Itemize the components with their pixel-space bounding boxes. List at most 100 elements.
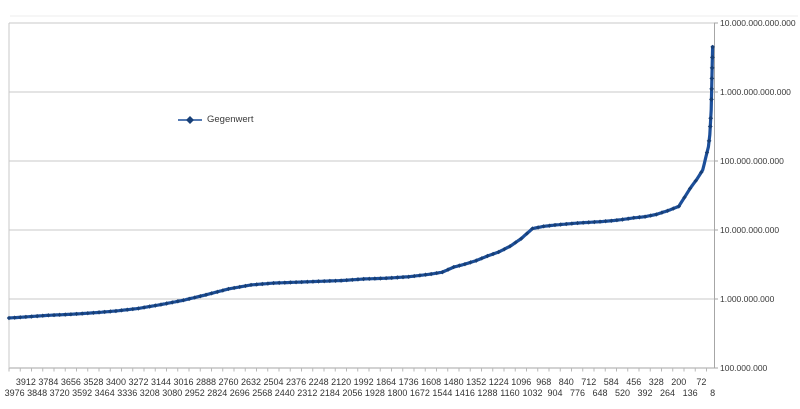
x-axis-label: 1800 <box>387 388 408 398</box>
y-axis-label: 10.000.000.000.000 <box>720 18 796 28</box>
series-marker <box>383 276 389 281</box>
series-marker <box>708 115 714 121</box>
x-axis-label: 3720 <box>49 388 70 398</box>
series-marker <box>125 307 130 312</box>
series-marker <box>96 310 102 315</box>
series-marker <box>299 279 304 285</box>
series-marker <box>513 240 518 245</box>
series-marker <box>707 124 713 129</box>
x-axis-label: 3464 <box>94 388 115 398</box>
series-marker <box>310 279 316 284</box>
series-line-gegenwert <box>7 45 715 320</box>
series-marker <box>203 292 209 298</box>
x-axis-label: 456 <box>626 377 642 387</box>
series-marker <box>79 311 85 316</box>
x-axis-label: 2312 <box>297 388 318 398</box>
x-axis-label: 3848 <box>27 388 48 398</box>
x-axis-label: 2056 <box>342 388 363 398</box>
x-axis-label: 3784 <box>38 377 59 387</box>
series-marker <box>372 276 378 281</box>
series-marker <box>440 269 445 275</box>
series-marker <box>175 299 181 304</box>
x-axis-label: 712 <box>581 377 597 387</box>
x-axis-label: 3080 <box>162 388 183 398</box>
series-marker <box>417 273 423 278</box>
series-marker <box>361 276 366 282</box>
x-axis-label: 3336 <box>117 388 138 398</box>
series-marker <box>558 222 563 227</box>
series-marker <box>654 212 659 217</box>
x-axis-label: 3592 <box>72 388 93 398</box>
series-marker <box>451 264 456 270</box>
series-marker <box>519 236 524 241</box>
x-axis-label: 1480 <box>443 377 464 387</box>
x-axis-label: 520 <box>615 388 631 398</box>
series-marker <box>338 278 344 283</box>
series-marker <box>192 295 197 300</box>
series-marker <box>434 270 439 276</box>
x-axis-label: 3656 <box>60 377 81 387</box>
x-axis-label: 1928 <box>364 388 385 398</box>
series-marker <box>552 222 558 228</box>
series-marker <box>659 210 665 215</box>
series-marker <box>462 261 468 267</box>
legend-label: Gegenwert <box>207 114 254 125</box>
series-marker <box>547 223 552 228</box>
series-marker <box>265 281 271 286</box>
series-marker <box>603 219 608 224</box>
x-axis-label: 8 <box>710 388 716 398</box>
x-axis-label: 3144 <box>150 377 171 387</box>
series-marker <box>6 315 12 321</box>
series-marker <box>147 304 152 309</box>
series-marker <box>367 276 372 281</box>
x-axis-label: 840 <box>558 377 574 387</box>
x-axis-label: 1736 <box>398 377 419 387</box>
series-marker <box>428 271 434 277</box>
series-marker <box>40 313 45 318</box>
series-marker <box>586 220 591 225</box>
series-marker <box>102 309 107 315</box>
series-marker <box>220 288 226 293</box>
series-marker <box>12 315 17 320</box>
series-marker <box>29 314 34 319</box>
x-axis-label: 1544 <box>432 388 453 398</box>
series-marker <box>389 275 394 281</box>
series-marker <box>158 302 164 307</box>
series-marker <box>625 216 631 221</box>
x-axis-label: 2504 <box>263 377 284 387</box>
series-marker <box>51 312 57 318</box>
x-axis-label: 3528 <box>83 377 104 387</box>
series-marker <box>400 274 406 280</box>
series-marker <box>682 195 687 200</box>
series-marker <box>699 170 704 175</box>
series-marker <box>709 65 715 71</box>
x-axis-label: 200 <box>671 377 687 387</box>
y-axis-label: 100.000.000.000 <box>720 156 784 166</box>
series-marker <box>609 218 614 223</box>
series-marker <box>108 309 113 314</box>
series-marker <box>91 310 96 316</box>
series-marker <box>248 282 254 288</box>
series-marker <box>153 303 158 308</box>
series-marker <box>575 220 580 226</box>
x-axis-label: 2248 <box>308 377 329 387</box>
series-marker <box>293 280 299 285</box>
series-marker <box>170 300 175 305</box>
series-marker <box>271 280 276 286</box>
x-axis-label: 2120 <box>331 377 352 387</box>
series-marker <box>254 282 259 287</box>
series-marker <box>395 275 400 280</box>
x-axis-label: 1672 <box>409 388 430 398</box>
series-marker <box>186 296 192 302</box>
series-marker <box>687 186 693 191</box>
legend: Gegenwert <box>177 112 253 127</box>
x-axis-label: 3912 <box>15 377 36 387</box>
series-marker <box>485 253 490 259</box>
x-axis-label: 1032 <box>522 388 543 398</box>
series-marker <box>198 293 203 299</box>
series-marker <box>136 306 141 311</box>
series-marker <box>350 277 355 282</box>
x-axis-label: 2952 <box>184 388 205 398</box>
series-marker <box>709 97 714 102</box>
x-axis-label: 1864 <box>376 377 397 387</box>
